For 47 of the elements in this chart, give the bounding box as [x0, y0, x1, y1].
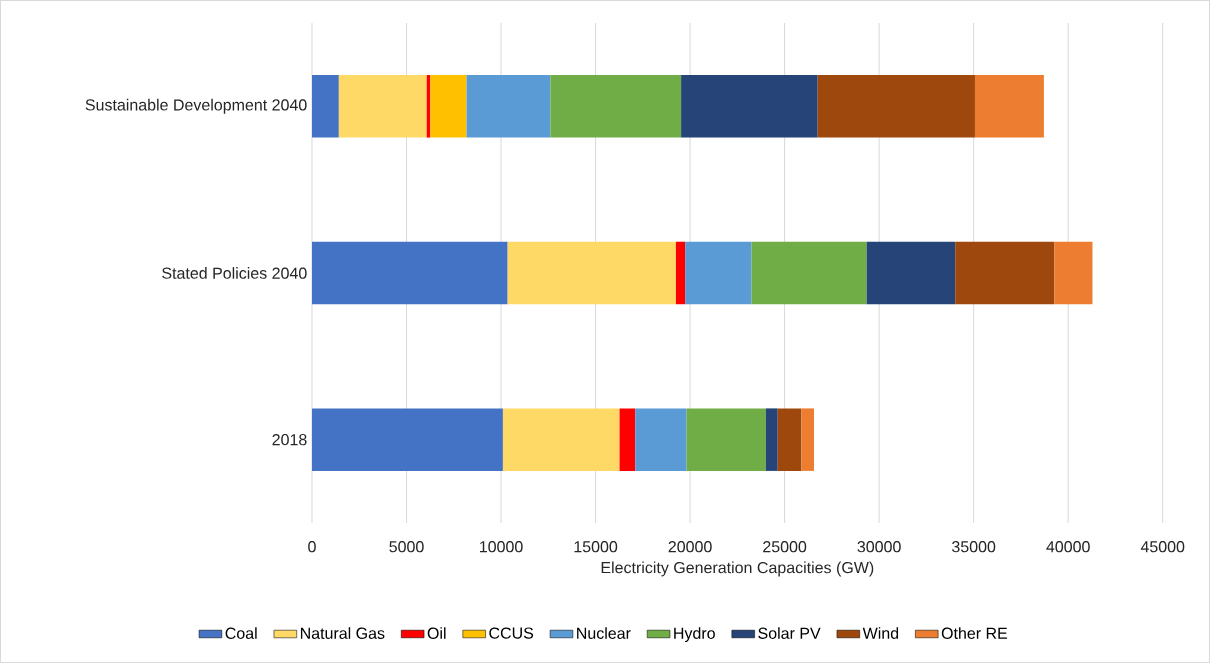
legend-label: Nuclear [577, 627, 631, 639]
x-tick-label: 20000 [668, 541, 712, 553]
bar [817, 75, 975, 138]
bar [681, 75, 818, 138]
legend-label: Wind [862, 627, 899, 639]
bar [311, 408, 503, 471]
bar [635, 408, 687, 471]
bar [338, 75, 427, 138]
bar [801, 408, 814, 471]
x-tick-label: 35000 [952, 541, 996, 553]
bar [765, 408, 778, 471]
x-tick-label: 5000 [389, 541, 424, 553]
bar [955, 241, 1055, 305]
legend-label: Natural Gas [300, 627, 385, 639]
bar [685, 241, 752, 305]
x-axis-title: Electricity Generation Capacities (GW) [601, 561, 874, 577]
bar [751, 241, 867, 305]
bar [550, 75, 682, 138]
legend-label: Oil [427, 627, 446, 639]
bar [777, 408, 802, 471]
bar [507, 241, 676, 305]
x-tick-label: 40000 [1046, 541, 1090, 553]
legend-label: Other RE [941, 627, 1008, 639]
x-tick-label: 10000 [480, 541, 523, 553]
x-tick-label: 45000 [1140, 541, 1185, 553]
bar [466, 75, 551, 138]
legend-label: CCUS [489, 627, 534, 639]
legend-label: Hydro [674, 627, 715, 643]
bar [1054, 241, 1093, 305]
bar [686, 408, 766, 471]
bar [502, 408, 620, 471]
bar [866, 241, 956, 305]
legend-label: Coal [225, 627, 257, 639]
x-tick-label: 30000 [857, 541, 901, 553]
bar [619, 408, 636, 471]
bar [430, 75, 467, 138]
y-tick-label: Stated Policies 2040 [162, 267, 307, 279]
x-tick-label: 0 [308, 541, 316, 553]
x-tick-label: 25000 [763, 541, 807, 553]
bar [311, 75, 339, 138]
legend-label: Solar PV [758, 627, 821, 639]
y-tick-label: Sustainable Development 2040 [85, 98, 307, 114]
y-tick-label: 2018 [272, 434, 307, 446]
bar [675, 241, 686, 305]
x-tick-label: 15000 [574, 541, 618, 553]
bar [311, 241, 508, 305]
bar [974, 75, 1044, 138]
